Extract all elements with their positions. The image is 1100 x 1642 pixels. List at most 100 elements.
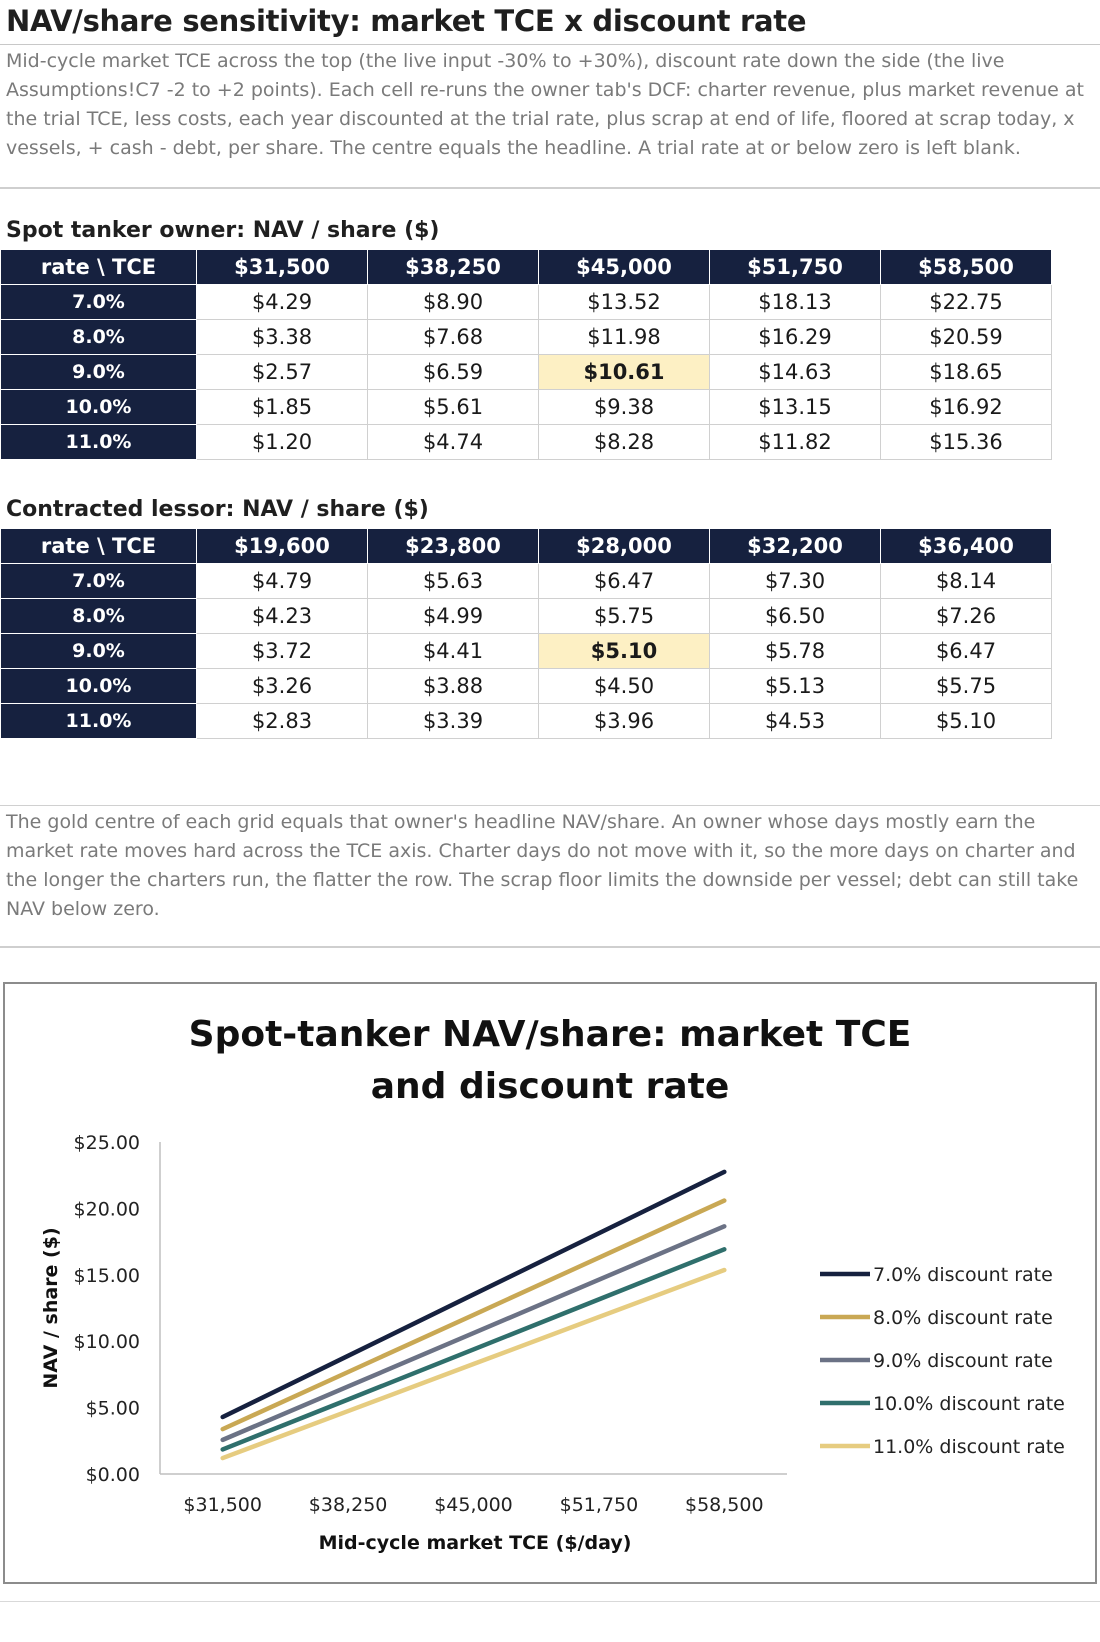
table-row: 7.0% $4.79 $5.63 $6.47 $7.30 $8.14	[0, 563, 1052, 599]
legend-label: 11.0% discount rate	[873, 1436, 1065, 1458]
value-cell[interactable]: $5.13	[709, 668, 881, 704]
value-cell[interactable]: $13.52	[538, 284, 710, 320]
value-cell[interactable]: $2.83	[196, 703, 368, 739]
column-header[interactable]: $31,500	[196, 249, 368, 285]
value-cell[interactable]: $3.26	[196, 668, 368, 704]
column-header[interactable]: $51,750	[709, 249, 881, 285]
table-row: 11.0% $2.83 $3.39 $3.96 $4.53 $5.10	[0, 703, 1052, 739]
series-line-2	[220, 1198, 727, 1432]
headline-cell[interactable]: $5.10	[538, 633, 710, 669]
row-header-rate[interactable]: 11.0%	[0, 703, 197, 739]
value-cell[interactable]: $4.23	[196, 598, 368, 634]
value-cell[interactable]: $9.38	[538, 389, 710, 425]
value-cell[interactable]: $4.79	[196, 563, 368, 599]
value-cell[interactable]: $11.98	[538, 319, 710, 355]
row-header-rate[interactable]: 8.0%	[0, 598, 197, 634]
table-2-title: Contracted lessor: NAV / share ($)	[6, 497, 429, 522]
value-cell[interactable]: $14.63	[709, 354, 881, 390]
nav-sensitivity-chart: Spot-tanker NAV/share: market TCE and dis…	[40, 1014, 1065, 1554]
value-cell[interactable]: $1.85	[196, 389, 368, 425]
value-cell[interactable]: $8.28	[538, 424, 710, 460]
table-1-title: Spot tanker owner: NAV / share ($)	[6, 218, 440, 243]
table-row: 9.0% $2.57 $6.59 $10.61 $14.63 $18.65	[0, 354, 1052, 390]
x-tick-label: $45,000	[434, 1494, 513, 1516]
value-cell[interactable]: $20.59	[880, 319, 1052, 355]
value-cell[interactable]: $3.39	[367, 703, 539, 739]
value-cell[interactable]: $4.29	[196, 284, 368, 320]
value-cell[interactable]: $5.61	[367, 389, 539, 425]
value-cell[interactable]: $15.36	[880, 424, 1052, 460]
value-cell[interactable]: $6.47	[538, 563, 710, 599]
value-cell[interactable]: $4.50	[538, 668, 710, 704]
value-cell[interactable]: $3.88	[367, 668, 539, 704]
value-cell[interactable]: $3.96	[538, 703, 710, 739]
bottom-divider	[0, 1601, 1100, 1602]
chart-container[interactable]: Spot-tanker NAV/share: market TCE and dis…	[3, 982, 1097, 1584]
value-cell[interactable]: $2.57	[196, 354, 368, 390]
value-cell[interactable]: $1.20	[196, 424, 368, 460]
table-row: 8.0% $4.23 $4.99 $5.75 $6.50 $7.26	[0, 598, 1052, 634]
value-cell[interactable]: $8.90	[367, 284, 539, 320]
table-row: 9.0% $3.72 $4.41 $5.10 $5.78 $6.47	[0, 633, 1052, 669]
row-header-rate[interactable]: 7.0%	[0, 563, 197, 599]
value-cell[interactable]: $22.75	[880, 284, 1052, 320]
headline-cell[interactable]: $10.61	[538, 354, 710, 390]
row-header-rate[interactable]: 9.0%	[0, 633, 197, 669]
value-cell[interactable]: $3.38	[196, 319, 368, 355]
value-cell[interactable]: $4.53	[709, 703, 881, 739]
series-line-5	[220, 1267, 727, 1461]
x-tick-label: $38,250	[309, 1494, 388, 1516]
y-tick-label: $0.00	[86, 1464, 140, 1486]
value-cell[interactable]: $4.41	[367, 633, 539, 669]
value-cell[interactable]: $16.92	[880, 389, 1052, 425]
value-cell[interactable]: $5.10	[880, 703, 1052, 739]
value-cell[interactable]: $4.74	[367, 424, 539, 460]
value-cell[interactable]: $13.15	[709, 389, 881, 425]
column-header[interactable]: $32,200	[709, 528, 881, 564]
column-header[interactable]: $58,500	[880, 249, 1052, 285]
y-tick-label: $25.00	[74, 1132, 140, 1154]
value-cell[interactable]: $16.29	[709, 319, 881, 355]
x-tick-label: $31,500	[183, 1494, 262, 1516]
spot-owner-grid: rate \ TCE $31,500 $38,250 $45,000 $51,750 $5…	[0, 249, 1052, 460]
value-cell[interactable]: $6.47	[880, 633, 1052, 669]
value-cell[interactable]: $5.75	[880, 668, 1052, 704]
value-cell[interactable]: $7.30	[709, 563, 881, 599]
value-cell[interactable]: $4.99	[367, 598, 539, 634]
y-tick-label: $20.00	[74, 1198, 140, 1220]
column-header[interactable]: $23,800	[367, 528, 539, 564]
value-cell[interactable]: $5.63	[367, 563, 539, 599]
row-header-rate[interactable]: 9.0%	[0, 354, 197, 390]
value-cell[interactable]: $18.65	[880, 354, 1052, 390]
value-cell[interactable]: $6.50	[709, 598, 881, 634]
y-axis-title: NAV / share ($)	[40, 1227, 62, 1388]
value-cell[interactable]: $8.14	[880, 563, 1052, 599]
title-divider	[0, 44, 1100, 45]
column-header[interactable]: $45,000	[538, 249, 710, 285]
row-header-rate[interactable]: 7.0%	[0, 284, 197, 320]
series-line-1	[220, 1169, 727, 1420]
row-header-rate[interactable]: 11.0%	[0, 424, 197, 460]
column-header[interactable]: $36,400	[880, 528, 1052, 564]
intro-text: Mid-cycle market TCE across the top (the…	[6, 50, 1084, 159]
value-cell[interactable]: $11.82	[709, 424, 881, 460]
table-row: 11.0% $1.20 $4.74 $8.28 $11.82 $15.36	[0, 424, 1052, 460]
row-header-rate[interactable]: 10.0%	[0, 389, 197, 425]
row-header-rate[interactable]: 8.0%	[0, 319, 197, 355]
value-cell[interactable]: $6.59	[367, 354, 539, 390]
column-header[interactable]: $38,250	[367, 249, 539, 285]
chart-title: Spot-tanker NAV/share: market TCE and dis…	[189, 1014, 912, 1107]
series-line-4	[220, 1247, 727, 1452]
value-cell[interactable]: $5.78	[709, 633, 881, 669]
row-header-rate[interactable]: 10.0%	[0, 668, 197, 704]
legend-label: 7.0% discount rate	[873, 1264, 1053, 1286]
value-cell[interactable]: $5.75	[538, 598, 710, 634]
value-cell[interactable]: $7.26	[880, 598, 1052, 634]
table-row: 8.0% $3.38 $7.68 $11.98 $16.29 $20.59	[0, 319, 1052, 355]
column-header[interactable]: $19,600	[196, 528, 368, 564]
value-cell[interactable]: $7.68	[367, 319, 539, 355]
column-header[interactable]: $28,000	[538, 528, 710, 564]
table-row: 10.0% $1.85 $5.61 $9.38 $13.15 $16.92	[0, 389, 1052, 425]
value-cell[interactable]: $18.13	[709, 284, 881, 320]
value-cell[interactable]: $3.72	[196, 633, 368, 669]
